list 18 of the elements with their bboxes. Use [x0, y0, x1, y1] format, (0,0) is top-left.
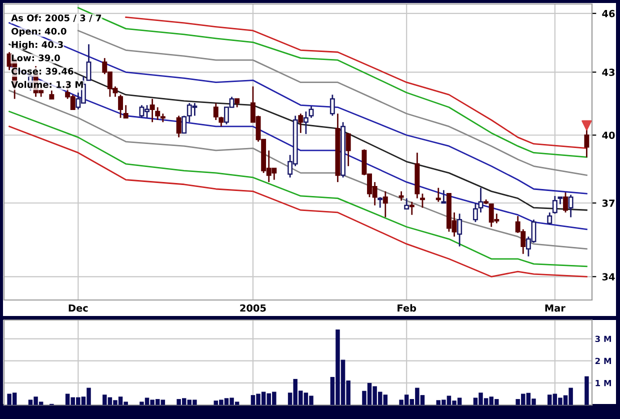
x-tick-label: Feb	[398, 304, 416, 312]
y-tick-label: 43	[602, 68, 614, 76]
x-tick-label: 2005	[240, 304, 266, 312]
y-tick-label: 40	[602, 132, 615, 139]
y-tick-label: 1 M	[596, 380, 611, 386]
y-tick-label: 34	[602, 273, 615, 280]
annotation: Close: 39.46	[12, 68, 74, 75]
y-tick-label: 3 M	[595, 336, 611, 342]
annotation: Volume: 1.3 M	[11, 80, 83, 88]
y-tick-label: 2 M	[595, 358, 611, 364]
annotation: As Of: 2005 / 3 / 7	[11, 14, 102, 22]
annotation: Open: 40.0	[12, 28, 66, 36]
y-tick-label: 37	[602, 199, 614, 207]
annotation: Low: 39.0	[12, 54, 60, 62]
annotation: High: 40.3	[12, 41, 63, 50]
y-tick-label: 46	[602, 10, 615, 18]
x-tick-label: Dec	[68, 304, 88, 312]
x-tick-label: Mar	[545, 304, 566, 312]
